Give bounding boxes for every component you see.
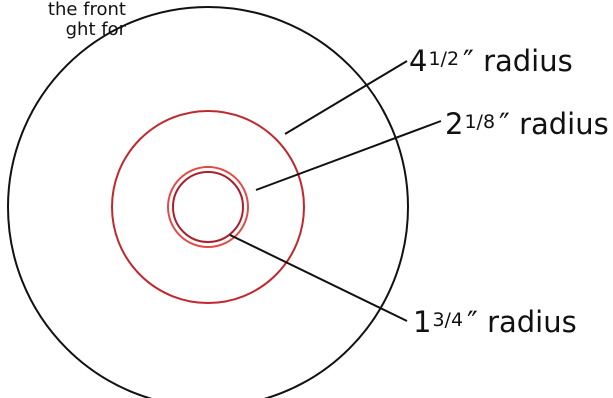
inner-circle-inner-ring — [172, 171, 244, 243]
caption-fragment-line-2: ght for — [65, 19, 126, 40]
outer-radius-label: 41/2 ″ radius — [409, 43, 573, 77]
middle-radius-fraction: 1/8 — [464, 111, 496, 133]
middle-circle — [111, 110, 305, 304]
leader-line-middle — [255, 120, 442, 191]
inner-circle-outer-ring — [167, 166, 249, 248]
outer-radius-fraction: 1/2 — [428, 48, 460, 70]
inner-radius-fraction: 3/4 — [432, 309, 464, 331]
outer-circle — [7, 6, 409, 398]
middle-radius-unit: ″ radius — [499, 107, 609, 141]
middle-radius-label: 21/8 ″ radius — [445, 106, 609, 140]
outer-radius-unit: ″ radius — [463, 44, 573, 78]
leader-line-inner — [229, 234, 408, 322]
outer-radius-whole: 4 — [409, 44, 428, 78]
leader-line-outer — [284, 60, 408, 135]
inner-radius-whole: 1 — [413, 305, 432, 339]
caption-fragment-line-1: the front — [47, 0, 126, 20]
middle-radius-whole: 2 — [445, 107, 464, 141]
inner-radius-label: 13/4 ″ radius — [413, 304, 577, 338]
inner-radius-unit: ″ radius — [467, 305, 577, 339]
